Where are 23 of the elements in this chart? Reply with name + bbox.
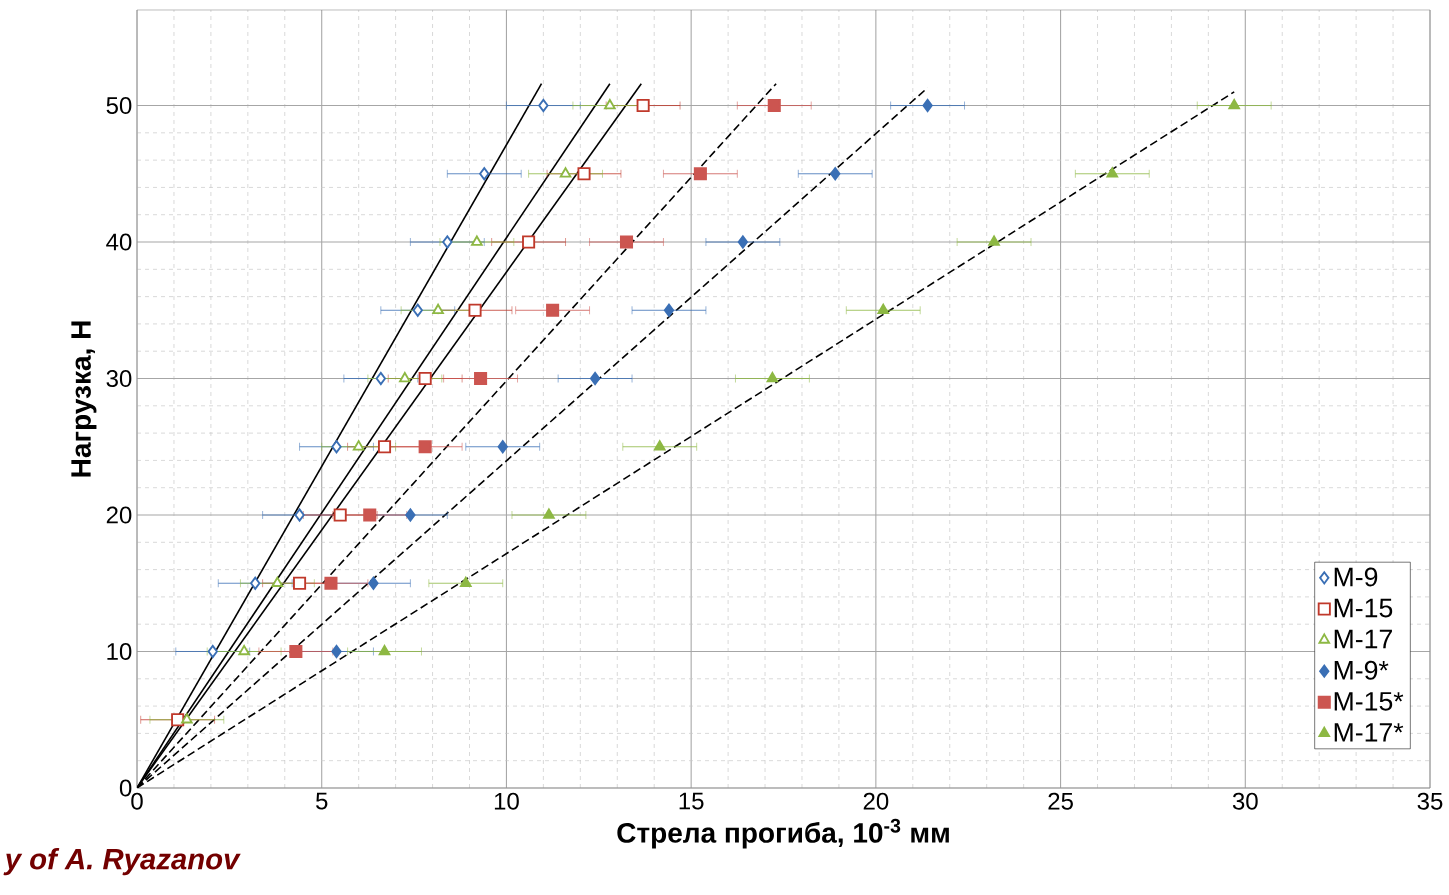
x-tick-label: 10	[494, 792, 519, 810]
legend-label: М-9	[1334, 567, 1378, 587]
x-tick-label: 35	[1417, 792, 1443, 810]
legend-label: М-17*	[1334, 723, 1404, 742]
legend-label: М-9*	[1334, 660, 1389, 680]
legend-label: М-17	[1334, 629, 1392, 649]
y-tick-label: 50	[106, 97, 132, 115]
y-tick-label: 30	[106, 370, 132, 387]
y-tick-label: 40	[106, 233, 132, 251]
y-tick-label: 10	[107, 642, 132, 660]
x-tick-label: 20	[863, 792, 889, 810]
y-tick-label: 20	[106, 506, 132, 524]
text: y of A. Ryazanov	[3, 847, 241, 876]
x-tick-label: 15	[679, 792, 704, 810]
x-axis-title: Стрела прогиба, 10$^{-3}$ мм	[617, 818, 949, 849]
legend-label: М-15	[1334, 598, 1393, 618]
x-tick-label: 30	[1232, 792, 1258, 810]
y-axis-title: Нагрузка, Н	[71, 321, 97, 477]
legend-label: М-15*	[1334, 692, 1404, 711]
y-tick-label: 0	[119, 779, 132, 797]
x-tick-label: 25	[1048, 792, 1073, 810]
x-tick-label: 5	[316, 792, 328, 810]
x-tick-label: 0	[131, 792, 143, 810]
